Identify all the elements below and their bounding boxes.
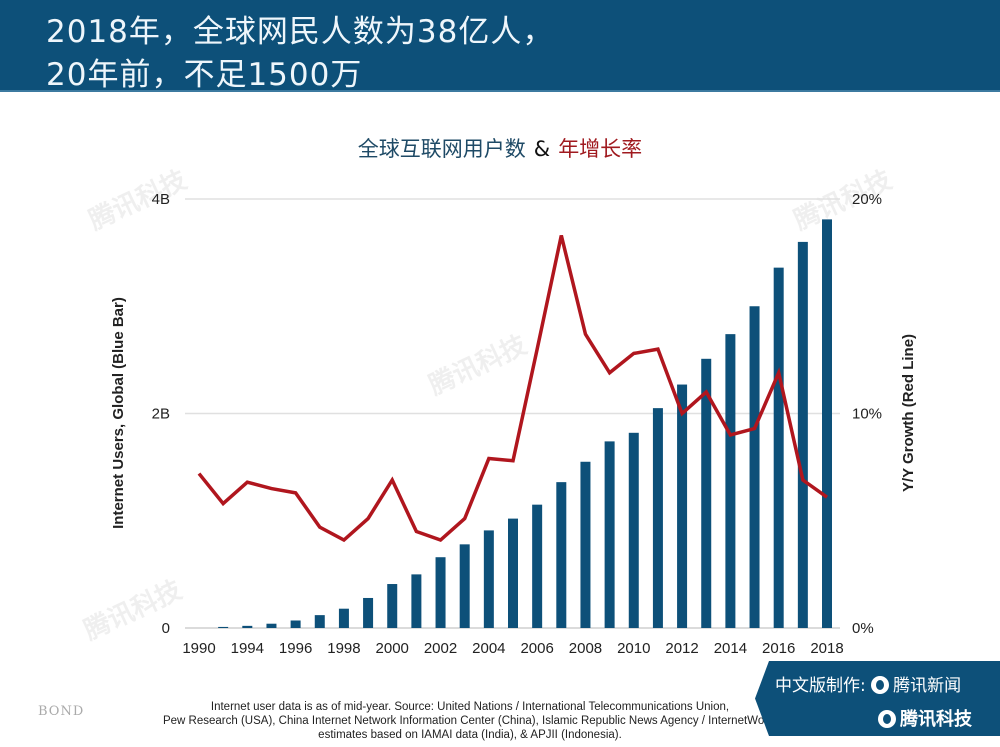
source-note-line: Internet user data is as of mid-year. So… — [210, 701, 730, 713]
x-axis-tick: 2000 — [376, 640, 409, 657]
bar — [725, 334, 736, 628]
bar — [580, 461, 591, 628]
bar — [435, 557, 446, 628]
tencent-news-logo-icon — [871, 676, 890, 694]
bar — [508, 518, 518, 628]
chart-title: 全球互联网用户数 & 年增长率 — [0, 133, 1000, 163]
bar — [363, 597, 374, 628]
x-axis-tick: 1994 — [231, 640, 264, 657]
x-axis-tick: 1998 — [327, 640, 360, 657]
source-note-line: Pew Research (USA), China Internet Netwo… — [162, 715, 777, 727]
bar — [387, 584, 398, 628]
left-axis-tick: 4B — [152, 191, 170, 208]
source-note: Internet user data is as of mid-year. So… — [60, 700, 880, 742]
bar — [773, 267, 784, 628]
right-axis-tick: 0% — [852, 620, 874, 637]
x-axis-tick: 2004 — [472, 640, 505, 657]
header-banner: 2018年，全球网民人数为38亿人， 20年前，不足1500万 — [0, 0, 1000, 93]
x-axis-tick: 2018 — [810, 640, 843, 657]
bar — [483, 530, 494, 628]
bar — [797, 241, 808, 628]
right-axis-tick: 10% — [852, 406, 882, 423]
bar — [266, 623, 277, 628]
right-axis-label: Y/Y Growth (Red Line) — [900, 334, 917, 492]
left-axis-tick: 2B — [152, 406, 170, 423]
bar — [652, 408, 663, 628]
bar — [677, 384, 688, 628]
x-axis-tick: 2016 — [762, 640, 795, 657]
bar — [411, 574, 422, 628]
bar — [604, 441, 615, 628]
bar — [556, 482, 567, 628]
x-axis-tick: 2010 — [617, 640, 650, 657]
bar — [290, 620, 301, 628]
bar — [218, 626, 229, 628]
x-axis-tick: 1990 — [182, 640, 215, 657]
bar — [749, 306, 760, 628]
credit-label: 中文版制作: — [775, 676, 866, 696]
credit-brand-tech: 腾讯科技 — [900, 709, 972, 730]
credit-badge: 中文版制作: 腾讯新闻 腾讯科技 — [755, 661, 1000, 736]
chart-title-growth: 年增长率 — [558, 137, 643, 161]
x-axis-tick: 2012 — [665, 640, 698, 657]
bond-logo: BOND — [38, 704, 85, 719]
x-axis-tick: 2008 — [569, 640, 602, 657]
tencent-tech-logo-icon — [878, 710, 896, 728]
x-axis-tick: 1996 — [279, 640, 312, 657]
x-axis-tick: 2014 — [714, 640, 747, 657]
bar — [314, 615, 325, 628]
bar — [242, 625, 253, 628]
chart-title-users: 全球互联网用户数 — [357, 137, 526, 161]
bar — [532, 504, 543, 628]
source-note-line: estimates based on IAMAI data (India), &… — [318, 729, 622, 741]
x-axis-tick: 2006 — [520, 640, 553, 657]
bar — [459, 544, 470, 628]
headline-line-1: 2018年，全球网民人数为38亿人， — [46, 14, 555, 50]
bar — [338, 608, 349, 628]
chart-title-amp: & — [533, 137, 551, 161]
bar — [628, 432, 639, 628]
headline-line-2: 20年前，不足1500万 — [46, 57, 363, 93]
left-axis-label: Internet Users, Global (Blue Bar) — [110, 297, 127, 529]
bar — [701, 358, 712, 628]
bar — [822, 219, 832, 628]
left-axis-tick: 0 — [162, 620, 170, 637]
x-axis-tick: 2002 — [424, 640, 457, 657]
right-axis-tick: 20% — [852, 191, 882, 208]
credit-brand-news: 腾讯新闻 — [893, 676, 962, 696]
